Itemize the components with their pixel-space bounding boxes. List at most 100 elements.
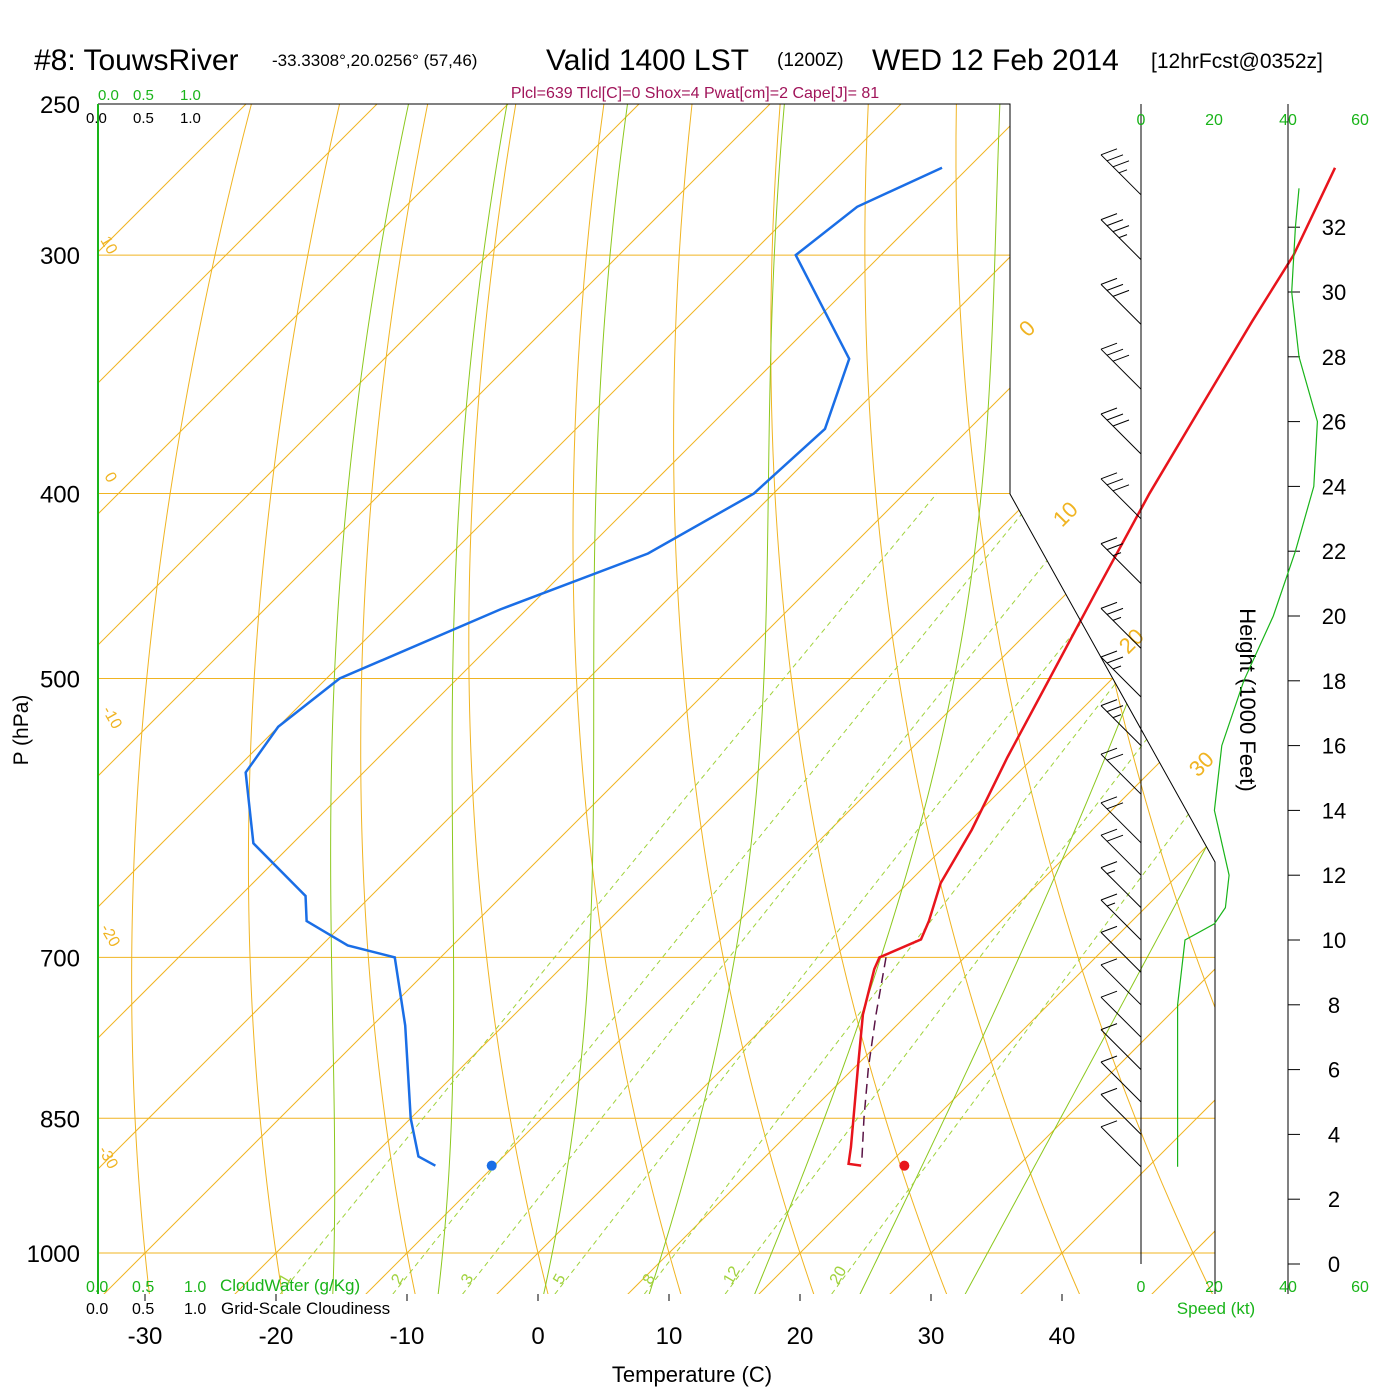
- valid-time: Valid 1400 LST: [546, 44, 749, 77]
- dry-adiabat-line: [673, 104, 817, 1294]
- wind-barb-feather: [1106, 802, 1124, 810]
- isotherm-label: 20: [1114, 624, 1149, 659]
- pressure-tick-label: 300: [40, 243, 80, 270]
- isotherm-line: [227, 104, 1215, 1294]
- wind-barb-staff: [1100, 413, 1142, 455]
- top-cloudiness-scale: 0.0 0.5 1.0: [86, 110, 201, 127]
- height-tick-label: 12: [1322, 863, 1346, 888]
- dry-adiabat-line: [1306, 70, 1400, 1301]
- wind-barb-feather: [1100, 699, 1118, 707]
- wind-barb-feather: [1106, 705, 1124, 713]
- top-cloudwater-tick: 0.5: [133, 87, 154, 104]
- height-tick-label: 32: [1322, 215, 1346, 240]
- wind-barb: [1100, 213, 1142, 260]
- wind-barb-feather: [1100, 1055, 1118, 1063]
- dry-adiabat-line: [955, 104, 1215, 1294]
- wind-speed-bottom-tick: 0: [1137, 1279, 1146, 1296]
- wind-barb-feather: [1100, 537, 1118, 545]
- height-tick-label: 4: [1328, 1122, 1340, 1147]
- pressure-axis-label: P (hPa): [10, 695, 33, 766]
- top-cloudiness-tick: 0.5: [133, 110, 154, 127]
- dry-adiabat-line: [360, 104, 436, 1294]
- wind-speed-bottom-tick: 20: [1205, 1279, 1223, 1296]
- wind-barb-feather: [1100, 1087, 1118, 1095]
- wind-barb-feather: [1100, 1023, 1118, 1031]
- wind-barb-feather: [1112, 484, 1130, 492]
- wind-barb-feather: [1106, 413, 1124, 421]
- dry-adiabat-line: [131, 104, 261, 1294]
- wind-barb-staff: [1100, 154, 1142, 196]
- pressure-tick-label: 400: [40, 482, 80, 509]
- wind-barb: [1100, 990, 1142, 1038]
- wind-speed-bottom-tick: 40: [1279, 1279, 1297, 1296]
- isotherm-line: [1144, 104, 1215, 1294]
- dry-adiabat-line: [572, 104, 684, 1294]
- wind-speed-bottom-tick: 60: [1351, 1279, 1369, 1296]
- dry-adiabat-line: [770, 104, 950, 1294]
- wind-barb-staff: [1100, 608, 1142, 649]
- isotherm-line: [98, 104, 1067, 1294]
- wind-panel: 0 20 40 60 0 20 40 60 Speed (kt) Height …: [1100, 104, 1369, 1318]
- wind-barb-feather: [1112, 160, 1130, 168]
- height-tick-label: 6: [1328, 1058, 1340, 1083]
- wind-barb-feather: [1100, 990, 1118, 998]
- wind-barb: [1100, 601, 1142, 649]
- left-isotherm-label: 10: [97, 234, 121, 258]
- bottom-cloudwater-label: CloudWater (g/Kg): [220, 1276, 360, 1295]
- temperature-tick-label: -10: [390, 1323, 425, 1350]
- temperature-profile-line: [847, 167, 1337, 1167]
- wind-barb-feather: [1106, 478, 1124, 486]
- height-tick-label: 10: [1322, 928, 1346, 953]
- wind-barb-feather: [1112, 354, 1130, 362]
- wind-barb-feather: [1112, 616, 1122, 621]
- wind-barb-staff: [1100, 543, 1142, 584]
- station-coords: -33.3308°,20.0256° (57,46): [272, 51, 477, 70]
- height-tick-label: 8: [1328, 993, 1340, 1018]
- wind-barb: [1100, 277, 1142, 325]
- wind-barb-feather: [1112, 225, 1130, 233]
- wind-barb: [1100, 1023, 1142, 1070]
- pressure-tick-label: 500: [40, 667, 80, 694]
- wind-barb-feather: [1112, 665, 1122, 670]
- temperature-tick-label: 10: [656, 1323, 683, 1350]
- bottom-cloudwater-scale: 0.0 0.5 1.0 CloudWater (g/Kg): [86, 1276, 360, 1296]
- wind-barb-feather: [1100, 650, 1118, 658]
- top-cloudwater-tick: 0.0: [98, 87, 119, 104]
- temperature-axis: -30 -20 -10 0 10 20 30 40: [128, 1294, 1076, 1350]
- pressure-tick-label: 850: [40, 1106, 80, 1133]
- isotherm-label: 30: [1184, 747, 1219, 782]
- height-tick-label: 28: [1322, 345, 1346, 370]
- wind-barb-staff: [1100, 1126, 1142, 1168]
- dry-adiabat-line: [1130, 104, 1215, 1294]
- wind-speed-top-tick: 40: [1279, 112, 1297, 129]
- dewpoint-profile-line: [244, 166, 943, 1167]
- grid-layer: [98, 70, 1400, 1301]
- wind-barb-feather: [1106, 283, 1124, 291]
- wind-barb-staff: [1100, 219, 1142, 260]
- height-tick-label: 0: [1328, 1252, 1340, 1277]
- wind-barb-staff: [1100, 964, 1142, 1006]
- wind-barb-feather: [1106, 870, 1116, 875]
- wind-speed-profile-line: [1176, 188, 1319, 1167]
- wind-barb-staff: [1100, 1029, 1142, 1070]
- moist-adiabat-line: [751, 104, 1002, 1294]
- isotherm-label: 0: [1014, 315, 1040, 341]
- wind-barb-staff: [1100, 348, 1142, 390]
- wind-barb-feather: [1100, 925, 1118, 933]
- forecast-date: WED 12 Feb 2014: [872, 44, 1119, 77]
- temperature-tick-label: 40: [1049, 1323, 1076, 1350]
- parcel-profile-line: [860, 957, 887, 1164]
- isotherm-label: 10: [1048, 497, 1083, 532]
- wind-barb-feather: [1100, 861, 1118, 869]
- wind-barb: [1100, 699, 1142, 746]
- height-tick-label: 16: [1322, 734, 1346, 759]
- wind-barb-staff: [1100, 478, 1142, 520]
- left-isotherm-label: -20: [97, 922, 123, 951]
- pressure-tick-label: 250: [40, 92, 80, 119]
- wind-barb-staff: [1100, 1094, 1142, 1135]
- temperature-tick-label: 0: [531, 1323, 544, 1350]
- zulu-time: (1200Z): [777, 50, 844, 71]
- wind-barb-feather: [1100, 601, 1118, 609]
